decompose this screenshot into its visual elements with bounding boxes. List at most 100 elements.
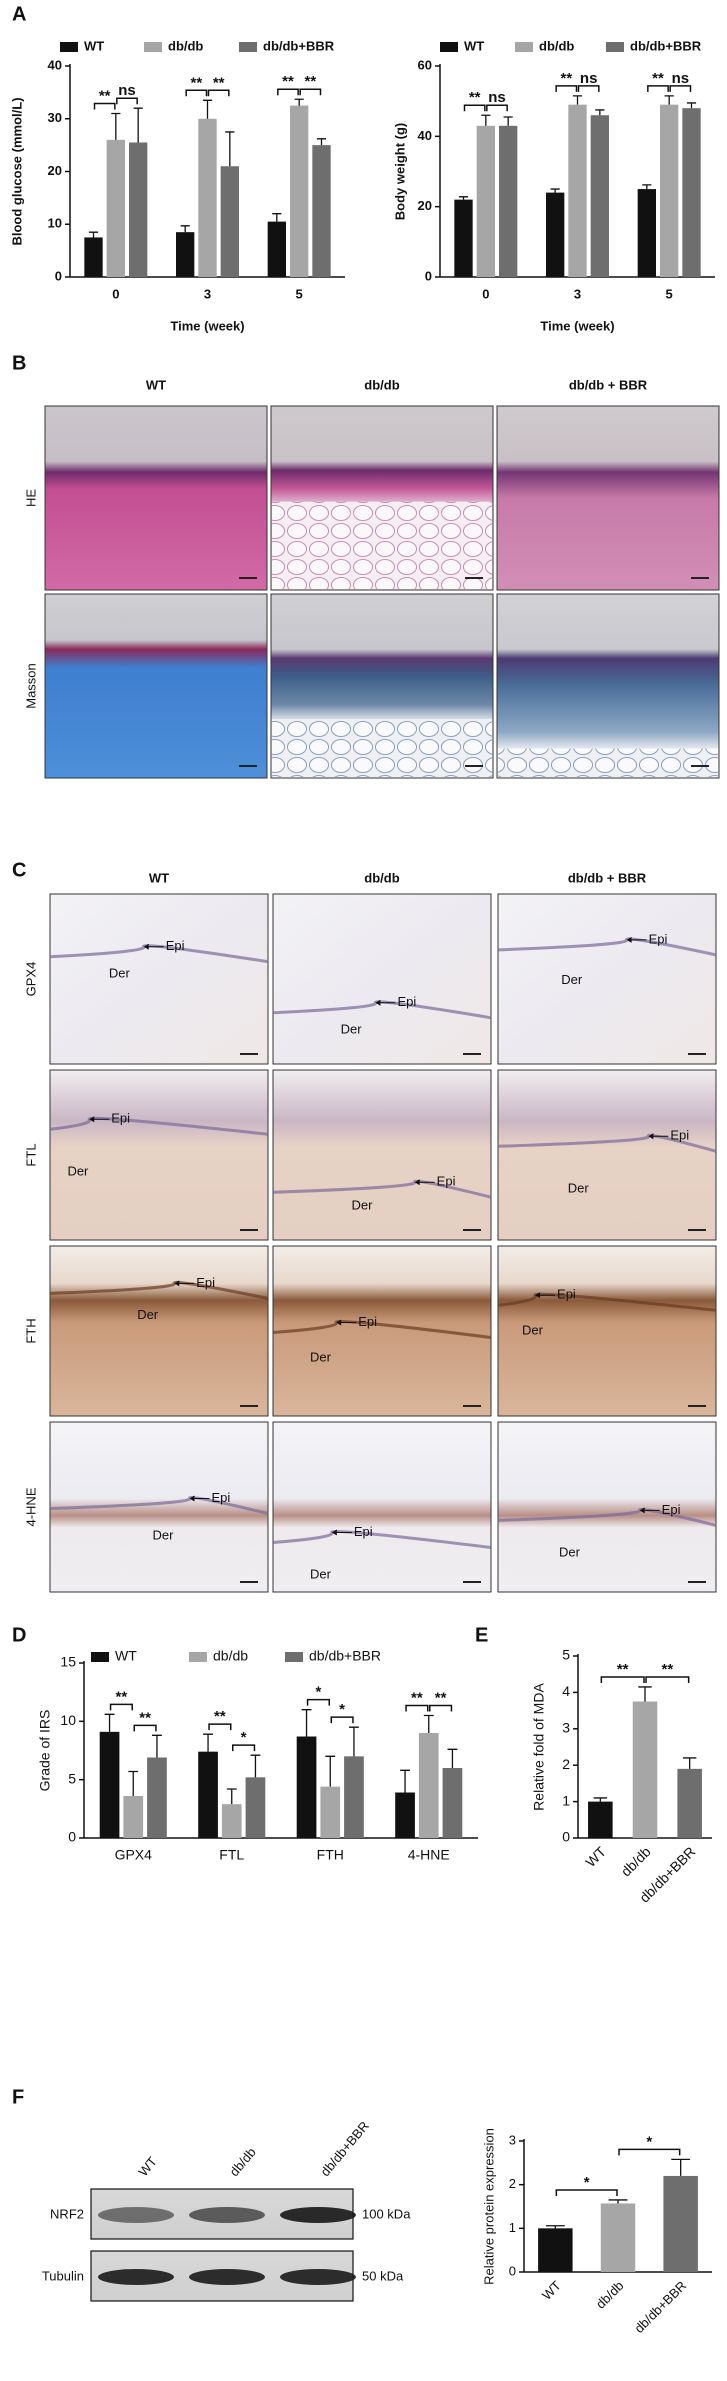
y-tick-label: 60 — [418, 57, 432, 72]
band — [189, 2207, 265, 2223]
legend-swatch — [189, 1652, 207, 1662]
epidermis-line — [49, 944, 269, 964]
x-tick-label: db/db+BBR — [631, 2278, 689, 2336]
significance-bracket — [330, 1716, 354, 1724]
error-bar — [458, 196, 469, 200]
significance-label: ** — [411, 1689, 423, 1706]
error-bar — [272, 213, 282, 222]
legend-swatch — [60, 42, 78, 52]
significance-bracket — [486, 104, 508, 112]
legend-swatch — [515, 42, 533, 52]
error-bar — [638, 1686, 652, 1702]
bar — [454, 199, 473, 277]
y-tick-label: 5 — [68, 1770, 76, 1786]
panel-label: D — [12, 1624, 26, 1646]
bar — [568, 104, 587, 277]
significance-bracket — [299, 88, 322, 96]
band — [98, 2269, 174, 2285]
error-bar — [180, 225, 190, 233]
significance-label: ** — [304, 73, 316, 90]
error-bar — [325, 1755, 336, 1787]
arrow-head — [626, 936, 632, 943]
bar — [123, 1796, 144, 1838]
x-tick-label: FTH — [317, 1847, 344, 1863]
column-header: db/db — [364, 377, 399, 392]
bar — [220, 166, 239, 277]
significance-bracket — [555, 2189, 618, 2196]
y-tick-label: 0 — [562, 1829, 570, 1845]
epidermis-line — [272, 1530, 492, 1549]
bar — [588, 1801, 613, 1838]
significance-bracket — [577, 85, 600, 92]
arrow-head — [375, 999, 381, 1006]
significance-label: * — [241, 1729, 247, 1746]
bar — [129, 142, 148, 277]
error-bar — [642, 184, 652, 190]
band-name: Tubulin — [42, 2268, 84, 2283]
adipose-region — [272, 719, 492, 777]
significance-label: ** — [214, 1708, 226, 1725]
error-bar — [133, 107, 143, 143]
x-tick-label: WT — [539, 2278, 564, 2303]
x-tick-label: GPX4 — [115, 1847, 153, 1863]
x-tick-label: 5 — [666, 286, 673, 301]
ihc-image — [49, 893, 269, 1065]
significance-bracket — [669, 85, 692, 92]
bar — [198, 1751, 218, 1838]
epidermis-line — [497, 1133, 717, 1153]
significance-label: ** — [139, 1709, 151, 1726]
error-bar — [682, 1757, 697, 1769]
row-label: Masson — [23, 663, 38, 709]
significance-label: ** — [435, 1689, 447, 1706]
error-bar — [503, 116, 513, 126]
bar — [84, 237, 103, 277]
ihc-image — [497, 1421, 717, 1593]
significance-label: * — [584, 2174, 590, 2191]
error-bar — [664, 95, 674, 105]
y-tick-label: 30 — [48, 110, 62, 125]
row-label: 4-HNE — [23, 1487, 38, 1526]
epidermis-line — [272, 1179, 492, 1199]
legend-label: db/db+BBR — [630, 38, 702, 53]
error-bar — [152, 1734, 162, 1758]
ihc-image — [497, 1069, 717, 1241]
band-name: NRF2 — [50, 2206, 84, 2221]
error-bar — [226, 1788, 237, 1805]
error-bar — [225, 131, 235, 167]
y-axis-label: Blood glucose (mmol/L) — [9, 97, 24, 245]
annotation-label: Der — [310, 1350, 332, 1365]
bar — [296, 1736, 317, 1838]
significance-label: ** — [469, 89, 481, 106]
significance-bracket — [109, 1703, 133, 1711]
arrow-head — [414, 1179, 420, 1186]
bar — [147, 1757, 167, 1838]
bar — [499, 125, 518, 278]
x-axis-label: Time (week) — [540, 318, 614, 333]
lane-label: db/db+BBR — [317, 2118, 371, 2179]
x-tick-label: db/db — [593, 2278, 627, 2312]
bar — [198, 118, 217, 277]
annotation-label: Der — [341, 1021, 363, 1036]
legend-swatch — [606, 42, 624, 52]
epidermis-line — [497, 1507, 717, 1527]
annotation-label: Der — [152, 1527, 174, 1542]
ihc-image — [497, 893, 717, 1065]
significance-bracket — [207, 89, 230, 97]
error-bar — [481, 114, 491, 126]
error-bar — [88, 231, 99, 238]
bar — [660, 104, 679, 277]
annotation-label: Der — [67, 1163, 89, 1178]
bar — [312, 145, 331, 277]
bar — [99, 1731, 120, 1838]
error-bar — [423, 1714, 434, 1733]
bar — [677, 1768, 702, 1838]
significance-bracket — [618, 2148, 681, 2156]
error-bar — [202, 99, 213, 119]
significance-bracket — [133, 1724, 157, 1732]
x-tick-label: 0 — [482, 286, 489, 301]
bar — [320, 1786, 341, 1838]
column-header: db/db — [364, 870, 399, 885]
bar — [546, 192, 565, 277]
error-bar — [128, 1770, 139, 1796]
